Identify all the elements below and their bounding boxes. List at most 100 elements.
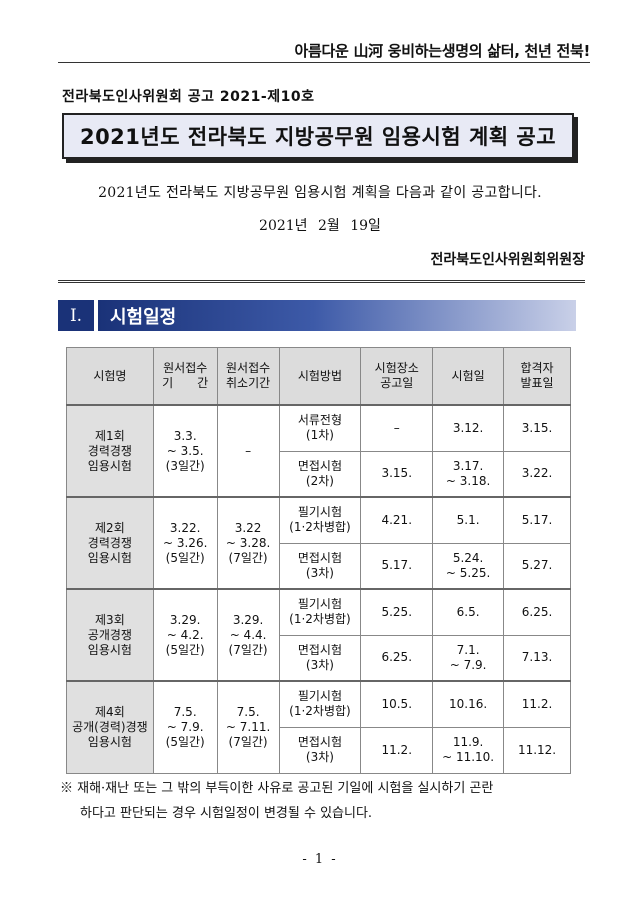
application-period-cell: 3.29. ~ 4.2. (5일간)	[152, 588, 218, 682]
application-period-cell-line: (5일간)	[165, 550, 205, 565]
venue-notice-cell: 5.25.	[360, 588, 434, 636]
cancel-period-cell-line: (7일간)	[228, 642, 268, 657]
cancel-period-cell-line: ~ 4.4.	[229, 627, 267, 642]
result-date-cell: 3.15.	[503, 404, 571, 452]
exam-name-cell-line: 제2회	[95, 520, 125, 535]
exam-date-cell: 3.17. ~ 3.18.	[432, 450, 505, 498]
exam-name-cell-line: 공개(경력)경쟁	[72, 719, 148, 734]
application-period-cell-line: ~ 3.26.	[162, 535, 208, 550]
header-venue-notice-line: 시험장소	[374, 361, 419, 375]
header-venue-notice: 시험장소 공고일	[360, 347, 434, 406]
notice-number: 전라북도인사위원회 공고 2021-제10호	[62, 89, 315, 105]
header-result-date-line: 합격자	[520, 361, 554, 375]
exam-name-cell-line: 임용시험	[87, 458, 132, 473]
exam-name-cell-line: 공개경쟁	[87, 627, 132, 642]
exam-date-cell-line: 5.1.	[456, 512, 480, 527]
exam-name-cell: 제1회 경력경쟁 임용시험	[66, 404, 154, 498]
exam-date-cell-line: ~ 7.9.	[449, 657, 487, 672]
venue-notice-cell: –	[360, 404, 434, 452]
exam-method-cell: 필기시험 (1·2차병합)	[278, 680, 362, 728]
header-exam-name: 시험명	[66, 347, 154, 406]
cancel-period-cell-line: –	[245, 443, 252, 458]
exam-date-cell-line: 3.17.	[452, 458, 484, 473]
exam-method-cell-line: 면접시험	[297, 735, 343, 749]
exam-method-cell: 면접시험 (2차)	[278, 450, 362, 498]
cancel-period-cell-line: 3.29.	[232, 612, 264, 627]
title-box: 2021년도 전라북도 지방공무원 임용시험 계획 공고	[62, 113, 574, 159]
venue-notice-cell: 5.17.	[360, 542, 434, 590]
table-row: 제2회 경력경쟁 임용시험 3.22. ~ 3.26. (5일간) 3.22 ~ 3.28.(…	[66, 496, 571, 590]
exam-date-cell: 11.9. ~ 11.10.	[432, 726, 505, 774]
exam-date-cell: 3.12.	[432, 404, 505, 452]
section-title: 시험일정	[98, 300, 576, 331]
result-date-cell-line: 6.25.	[521, 604, 553, 619]
exam-name-cell: 제3회 공개경쟁 임용시험	[66, 588, 154, 682]
footnote-line: 하다고 판단되는 경우 시험일정이 변경될 수 있습니다.	[80, 806, 373, 821]
header-rule	[58, 62, 590, 63]
cancel-period-cell: 7.5. ~ 7.11. (7일간)	[216, 680, 280, 774]
header-cancel-period-line: 취소기간	[226, 376, 271, 390]
exam-method-cell-line: 필기시험	[297, 505, 343, 520]
page-number: - 1 -	[302, 852, 338, 867]
intro-text: 2021년도 전라북도 지방공무원 임용시험 계획을 다음과 같이 공고합니다.	[98, 185, 542, 201]
cancel-period-cell-line: 3.22	[234, 520, 262, 535]
venue-notice-cell-line: 5.17.	[381, 558, 413, 573]
exam-name-cell-line: 제3회	[95, 612, 125, 627]
exam-date-cell-line: ~ 3.18.	[445, 473, 491, 488]
footnote: ※ 재해·재난 또는 그 밖의 부득이한 사유로 공고된 기일에 시험을 실시하…	[60, 776, 585, 826]
venue-notice-cell-line: 6.25.	[381, 650, 413, 665]
exam-method-cell-line: 면접시험	[297, 458, 343, 473]
table-row: 제3회 공개경쟁 임용시험 3.29. ~ 4.2. (5일간) 3.29. ~ 4.4. (7…	[66, 588, 571, 682]
cancel-period-cell-line: 7.5.	[236, 704, 260, 719]
exam-date-cell: 5.1.	[432, 496, 505, 544]
slogan: 아름다운 山河 웅비하는생명의 삶터, 천년 전북!	[294, 42, 591, 60]
header-result-date: 합격자 발표일	[503, 347, 571, 406]
cancel-period-cell: 3.22 ~ 3.28. (7일간)	[216, 496, 280, 590]
header-exam-name-line: 시험명	[93, 368, 127, 383]
exam-method-cell: 면접시험 (3차)	[278, 634, 362, 682]
exam-date-cell-line: 5.24.	[452, 550, 484, 565]
application-period-cell: 7.5. ~ 7.9. (5일간)	[152, 680, 218, 774]
exam-method-cell: 필기시험 (1·2차병합)	[278, 496, 362, 544]
exam-method-cell: 서류전형 (1차)	[278, 404, 362, 452]
cancel-period-cell: –	[216, 404, 280, 498]
result-date-cell: 11.12.	[503, 726, 571, 774]
cancel-period-cell-line: (7일간)	[228, 550, 268, 565]
exam-method-cell-line: (3차)	[305, 750, 334, 764]
result-date-cell: 7.13.	[503, 634, 571, 682]
section-header: Ⅰ. 시험일정	[58, 300, 576, 331]
application-period-cell-line: ~ 7.9.	[166, 719, 204, 734]
result-date-cell: 5.17.	[503, 496, 571, 544]
venue-notice-cell: 6.25.	[360, 634, 434, 682]
application-period-cell: 3.3. ~ 3.5. (3일간)	[152, 404, 218, 498]
header-exam-date: 시험일	[432, 347, 505, 406]
application-period-cell-line: 3.22.	[169, 520, 201, 535]
schedule-table: 시험명 원서접수 기 간 원서접수 취소기간 시험방법 시험장소 공고일 시험일 합격자 발표일 제…	[66, 347, 571, 774]
exam-name-cell-line: 경력경쟁	[87, 535, 132, 550]
exam-date-cell: 10.16.	[432, 680, 505, 728]
result-date-cell-line: 5.27.	[521, 558, 553, 573]
venue-notice-cell-line: 11.2.	[381, 742, 413, 757]
exam-name-cell-line: 경력경쟁	[87, 443, 132, 458]
notice-date: 2021년 2월 19일	[259, 218, 381, 234]
header-venue-notice-line: 공고일	[380, 376, 414, 390]
application-period-cell-line: (3일간)	[165, 458, 205, 473]
result-date-cell-line: 3.15.	[521, 420, 553, 435]
table-row: 제1회 경력경쟁 임용시험 3.3. ~ 3.5. (3일간) – 서류전형 (1차) –3.12…	[66, 404, 571, 498]
table-row: 면접시험 (3차) 6.25. 7.1. ~ 7.9. 7.13.	[67, 634, 571, 682]
cancel-period-cell-line: ~ 7.11.	[225, 719, 271, 734]
exam-date-cell-line: ~ 5.25.	[445, 565, 491, 580]
exam-name-cell: 제2회 경력경쟁 임용시험	[66, 496, 154, 590]
footnote-line: ※ 재해·재난 또는 그 밖의 부득이한 사유로 공고된 기일에 시험을 실시하…	[60, 781, 494, 796]
exam-date-cell: 5.24. ~ 5.25.	[432, 542, 505, 590]
exam-date-cell-line: ~ 11.10.	[442, 750, 495, 764]
page-title: 2021년도 전라북도 지방공무원 임용시험 계획 공고	[79, 125, 557, 149]
exam-method-cell-line: (1·2차병합)	[289, 520, 351, 535]
result-date-cell: 6.25.	[503, 588, 571, 636]
application-period-cell-line: ~ 4.2.	[166, 627, 204, 642]
venue-notice-cell-line: 3.15.	[381, 466, 413, 481]
exam-method-cell-line: 필기시험	[297, 597, 343, 612]
application-period-cell-line: 3.3.	[173, 428, 197, 443]
table-row: 면접시험 (3차) 11.2. 11.9. ~ 11.10. 11.12.	[67, 726, 571, 774]
exam-date-cell-line: 3.12.	[452, 420, 484, 435]
